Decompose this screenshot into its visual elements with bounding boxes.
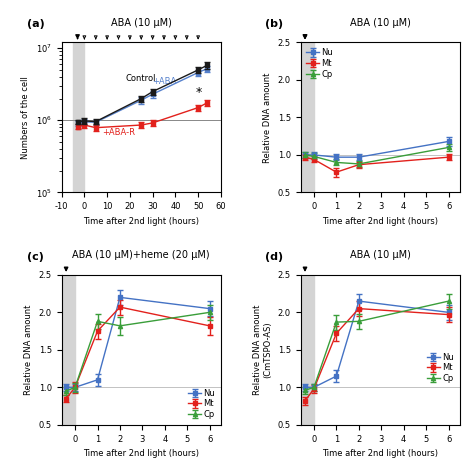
Text: (a): (a) [27,19,45,29]
Bar [301,275,314,425]
Legend: Nu, Mt, Cp: Nu, Mt, Cp [187,387,217,421]
Title: ABA (10 μM): ABA (10 μM) [350,250,410,260]
X-axis label: Time after 2nd light (hours): Time after 2nd light (hours) [83,449,199,458]
Legend: Nu, Mt, Cp: Nu, Mt, Cp [426,351,456,385]
X-axis label: Time after 2nd light (hours): Time after 2nd light (hours) [322,217,438,226]
Bar [62,275,75,425]
Y-axis label: Relative DNA amount: Relative DNA amount [263,72,272,163]
Y-axis label: Relative DNA amount
(CmTSPO-AS): Relative DNA amount (CmTSPO-AS) [253,304,272,395]
Text: Control: Control [125,74,156,83]
Text: +ABA: +ABA [153,77,177,86]
Title: ABA (10 μM)+heme (20 μM): ABA (10 μM)+heme (20 μM) [73,250,210,260]
Legend: Nu, Mt, Cp: Nu, Mt, Cp [305,47,335,80]
Title: ABA (10 μM): ABA (10 μM) [350,18,410,28]
Title: ABA (10 μM): ABA (10 μM) [111,18,172,28]
Text: *: * [196,85,202,99]
Text: (c): (c) [27,252,44,262]
Bar [301,42,314,193]
Y-axis label: Relative DNA amount: Relative DNA amount [24,304,33,395]
X-axis label: Time after 2nd light (hours): Time after 2nd light (hours) [322,449,438,458]
X-axis label: Time after 2nd light (hours): Time after 2nd light (hours) [83,217,199,226]
Y-axis label: Numbers of the cell: Numbers of the cell [21,76,30,159]
Text: (b): (b) [265,19,283,29]
Bar [73,42,84,193]
Text: +ABA-R: +ABA-R [102,128,136,137]
Text: (d): (d) [265,252,283,262]
